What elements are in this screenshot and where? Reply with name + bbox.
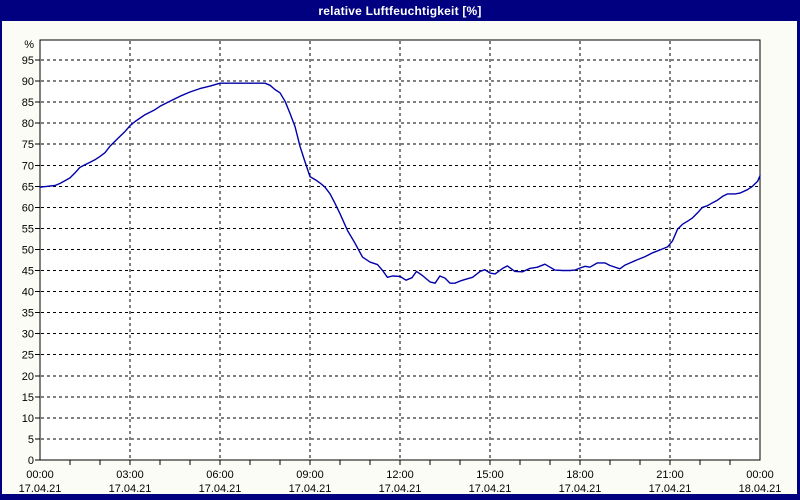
y-tick-label: 30	[22, 329, 34, 341]
y-tick-label: 5	[28, 434, 34, 446]
y-tick-label: 95	[22, 55, 34, 67]
window-border-bottom	[0, 494, 800, 500]
chart-canvas: 0 5 10 15 20 25 30 35 40 45 50 55 60 65 70 75 80 85 90 95% 0…	[19, 39, 782, 495]
y-tick-label: 15	[22, 392, 34, 404]
x-tick-date-label: 18.04.21	[739, 483, 782, 495]
window-border-left	[0, 21, 2, 500]
y-tick-label: 90	[22, 76, 34, 88]
y-tick-label: 0	[28, 455, 34, 467]
y-axis-unit-label: %	[24, 39, 34, 51]
y-tick-label: 25	[22, 350, 34, 362]
x-tick-date-label: 17.04.21	[199, 483, 242, 495]
y-tick-label: 60	[22, 202, 34, 214]
y-tick-label: 70	[22, 160, 34, 172]
x-tick-date-label: 17.04.21	[289, 483, 332, 495]
x-tick-time-label: 09:00	[296, 469, 324, 481]
y-tick-label: 50	[22, 244, 34, 256]
x-tick-date-label: 17.04.21	[109, 483, 152, 495]
humidity-curve	[39, 82, 761, 284]
x-tick-date-label: 17.04.21	[559, 483, 602, 495]
y-tick-label: 65	[22, 181, 34, 193]
title-bar: relative Luftfeuchtigkeit [%]	[0, 0, 800, 21]
chart-title: relative Luftfeuchtigkeit [%]	[318, 3, 482, 18]
x-tick-date-label: 17.04.21	[19, 483, 62, 495]
y-tick-label: 45	[22, 266, 34, 278]
y-tick-label: 80	[22, 118, 34, 130]
y-tick-label: 75	[22, 139, 34, 151]
window-border-right	[797, 21, 800, 500]
y-tick-label: 40	[22, 287, 34, 299]
y-tick-label: 20	[22, 371, 34, 383]
x-tick-time-label: 03:00	[116, 469, 144, 481]
y-tick-label: 55	[22, 223, 34, 235]
x-tick-date-label: 17.04.21	[469, 483, 512, 495]
x-tick-date-label: 17.04.21	[379, 483, 422, 495]
y-tick-label: 85	[22, 97, 34, 109]
x-tick-time-label: 06:00	[206, 469, 234, 481]
x-tick-time-label: 15:00	[476, 469, 504, 481]
plot-border	[39, 39, 761, 461]
x-tick-time-label: 18:00	[566, 469, 594, 481]
x-tick-time-label: 12:00	[386, 469, 414, 481]
y-tick-label: 35	[22, 308, 34, 320]
x-tick-date-label: 17.04.21	[649, 483, 692, 495]
x-tick-time-label: 00:00	[746, 469, 774, 481]
x-tick-time-label: 21:00	[656, 469, 684, 481]
x-tick-time-label: 00:00	[26, 469, 54, 481]
y-tick-label: 10	[22, 413, 34, 425]
